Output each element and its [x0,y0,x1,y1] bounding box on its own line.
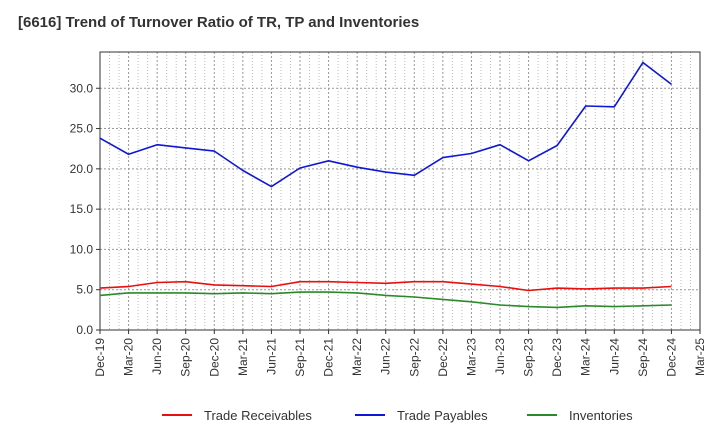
x-tick-label: Jun-24 [607,338,621,375]
x-tick-label: Mar-20 [122,338,136,376]
legend: Trade Receivables Trade Payables Inventori… [162,408,633,423]
plot-frame [99,51,701,331]
x-tick-label: Jun-20 [150,338,164,375]
y-tick-label: 0.0 [76,323,93,337]
x-tick-label: Sep-22 [407,338,421,377]
legend-label-inventories: Inventories [569,408,633,423]
axes: 0.0 5.0 10.0 15.0 20.0 25.0 30.0 Dec-19 Mar-20 Ju… [70,51,707,377]
legend-label-trade-receivables: Trade Receivables [204,408,312,423]
x-tick-label: Dec-23 [550,338,564,377]
x-tick-label: Jun-21 [264,338,278,375]
x-tick-label: Jun-23 [493,338,507,375]
x-tick-label: Mar-25 [693,338,707,376]
y-tick-label: 30.0 [70,81,94,95]
y-tick-label: 5.0 [76,283,93,297]
series-line-trade-receivables [99,280,672,292]
x-tick-label: Sep-21 [293,338,307,377]
x-tick-label: Sep-20 [179,338,193,377]
series-line-inventories [99,291,672,309]
chart-title: [6616] Trend of Turnover Ratio of TR, TP… [18,14,420,31]
x-tick-label: Dec-22 [436,338,450,377]
x-tick-label: Dec-24 [664,338,678,377]
x-tick-label: Sep-23 [522,338,536,377]
legend-label-trade-payables: Trade Payables [397,408,488,423]
x-tick-label: Mar-23 [464,338,478,376]
y-tick-label: 15.0 [70,202,94,216]
y-tick-label: 25.0 [70,122,94,136]
series-line-trade-payables [99,61,672,188]
x-tick-label: Mar-21 [236,338,250,376]
series [99,61,672,309]
y-tick-label: 10.0 [70,242,94,256]
x-tick-label: Dec-19 [93,338,107,377]
y-tick-label: 20.0 [70,162,94,176]
x-tick-label: Dec-20 [207,338,221,377]
x-tick-label: Dec-21 [322,338,336,377]
x-tick-label: Mar-22 [350,338,364,376]
x-tick-label: Jun-22 [379,338,393,375]
x-tick-label: Mar-24 [579,338,593,376]
x-tick-label: Sep-24 [636,338,650,377]
